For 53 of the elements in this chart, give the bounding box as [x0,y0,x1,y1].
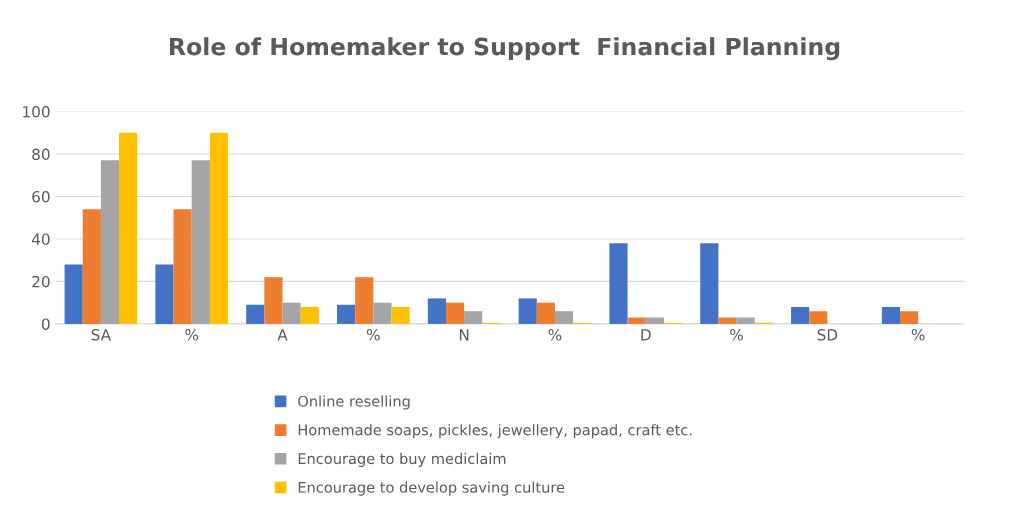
bar [554,311,574,324]
bar [246,304,265,324]
bar [881,306,901,324]
bar [518,298,537,324]
y-tick-label: 40 [31,233,50,245]
bar [445,302,465,324]
bar [627,317,646,324]
x-tick-label: D [641,329,651,341]
bar [191,160,210,324]
bar [536,302,555,324]
x-tick-label: % [366,329,380,341]
bar [119,132,138,324]
bar [173,209,192,324]
bar [700,243,719,324]
y-tick-label: 60 [32,190,50,203]
legend-label: Online reselling [298,395,410,410]
bar [718,317,737,324]
y-tick-label: 20 [32,275,50,288]
y-tick-label: 80 [32,148,50,161]
legend-label: Homemade soaps, pickles, jewellery, papad, craft etc. [298,424,692,439]
bar [791,306,810,324]
bar [209,132,229,324]
bar [64,264,83,324]
y-tick-label: 0 [41,318,50,330]
chart-title: Role of Homemaker to Support Financial Planning [170,37,840,61]
bar [609,243,628,324]
bar [645,317,664,324]
y-tick-label: 100 [23,105,50,118]
x-tick-label: A [277,329,288,341]
bar [155,264,174,324]
bar [736,317,755,324]
bar [82,209,101,324]
bar [282,302,301,324]
x-tick-label: N [459,329,469,341]
x-tick-label: % [548,329,562,341]
legend-label: Encourage to buy mediclaim [298,452,506,467]
x-tick-label: % [730,329,743,341]
x-tick-label: % [185,329,199,341]
bar [464,311,483,324]
bar [300,306,319,324]
bar [809,311,828,324]
bar [373,302,392,324]
x-tick-label: SD [817,329,838,341]
bar [355,277,374,324]
bar [900,311,919,324]
bar [391,306,410,324]
legend-label: Encourage to develop saving culture [298,481,565,496]
x-tick-label: SA [91,329,111,341]
bar [427,298,446,324]
x-tick-label: % [911,329,925,341]
bar [337,304,356,324]
bar [264,277,283,324]
bar [100,160,120,324]
